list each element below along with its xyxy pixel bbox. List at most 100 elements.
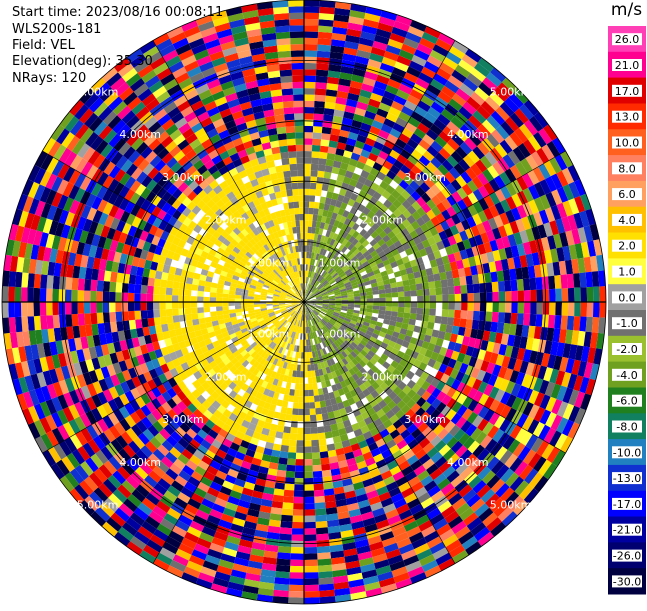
range-gate bbox=[562, 302, 569, 316]
range-gate bbox=[286, 408, 293, 415]
range-gate bbox=[197, 307, 204, 313]
range-gate bbox=[275, 571, 290, 578]
range-gate bbox=[210, 297, 216, 302]
range-gate bbox=[467, 302, 474, 311]
range-gate bbox=[289, 591, 305, 598]
range-gate bbox=[322, 127, 332, 134]
range-gate bbox=[304, 491, 314, 498]
range-gate bbox=[292, 183, 299, 190]
range-gate bbox=[304, 214, 309, 220]
range-gate bbox=[304, 113, 314, 120]
range-gate bbox=[299, 208, 304, 214]
range-gate bbox=[319, 152, 328, 159]
range-gate bbox=[410, 308, 417, 314]
range-gate bbox=[290, 164, 298, 171]
range-gate bbox=[318, 571, 333, 578]
range-gate bbox=[299, 214, 304, 220]
range-gate bbox=[109, 292, 116, 302]
range-gate bbox=[430, 302, 436, 309]
range-gate bbox=[567, 316, 574, 331]
range-gate bbox=[283, 426, 291, 433]
range-gate bbox=[293, 94, 304, 101]
range-gate bbox=[210, 311, 217, 317]
range-gate bbox=[304, 409, 310, 416]
range-gate bbox=[275, 431, 283, 439]
range-gate bbox=[592, 317, 600, 333]
range-gate bbox=[304, 201, 309, 208]
range-gate bbox=[197, 296, 204, 302]
range-gate bbox=[417, 308, 424, 315]
range-gate bbox=[323, 482, 333, 490]
range-gate bbox=[309, 390, 314, 397]
range-gate bbox=[310, 415, 317, 422]
range-gate bbox=[291, 50, 304, 57]
range-gate bbox=[280, 152, 289, 159]
range-gate bbox=[314, 202, 320, 209]
range-gate bbox=[416, 314, 423, 321]
range-gate bbox=[284, 484, 294, 491]
range-gate bbox=[548, 315, 555, 329]
range-gate bbox=[84, 279, 91, 291]
range-gate bbox=[115, 302, 122, 312]
range-gate bbox=[379, 302, 385, 306]
range-gate bbox=[304, 57, 317, 64]
range-gate bbox=[324, 172, 332, 179]
range-gate bbox=[317, 51, 331, 58]
range-gate bbox=[160, 317, 167, 325]
range-gate bbox=[410, 313, 417, 320]
range-gate bbox=[311, 170, 318, 177]
range-gate bbox=[289, 389, 295, 396]
range-gate bbox=[90, 302, 97, 313]
range-gate bbox=[473, 311, 480, 321]
range-gate bbox=[304, 6, 320, 13]
range-gate bbox=[147, 294, 154, 302]
range-gate bbox=[135, 319, 142, 329]
range-gate bbox=[274, 13, 290, 20]
range-gate bbox=[28, 316, 35, 331]
range-gate bbox=[304, 440, 312, 447]
range-gate bbox=[293, 88, 304, 95]
range-gate bbox=[8, 287, 15, 303]
range-gate bbox=[290, 170, 297, 177]
range-gate bbox=[153, 302, 160, 310]
range-gate bbox=[314, 107, 325, 114]
range-gate bbox=[319, 19, 334, 26]
range-gate bbox=[276, 565, 291, 572]
range-gate bbox=[461, 302, 468, 311]
range-gate bbox=[498, 312, 505, 323]
range-gate bbox=[294, 497, 305, 504]
range-gate bbox=[295, 383, 300, 390]
range-gate bbox=[34, 316, 41, 331]
range-gate bbox=[304, 170, 311, 176]
range-gate bbox=[279, 451, 288, 458]
range-gate bbox=[284, 114, 294, 121]
range-gate bbox=[166, 295, 173, 302]
range-gate bbox=[304, 107, 314, 114]
range-gate bbox=[292, 522, 304, 529]
range-gate bbox=[313, 132, 322, 139]
range-gate bbox=[288, 597, 304, 604]
range-gate bbox=[307, 365, 311, 372]
range-gate bbox=[141, 276, 148, 285]
range-gate bbox=[297, 164, 304, 171]
range-gate bbox=[391, 311, 398, 317]
range-gate bbox=[277, 133, 287, 140]
range-gate bbox=[116, 282, 123, 292]
range-gate bbox=[222, 302, 228, 306]
range-gate bbox=[289, 158, 297, 165]
range-gate bbox=[284, 490, 295, 497]
range-gate bbox=[313, 471, 323, 478]
range-gate bbox=[289, 585, 304, 592]
range-gate bbox=[460, 310, 467, 319]
range-gate bbox=[289, 579, 304, 586]
range-gate bbox=[15, 287, 22, 302]
range-gate bbox=[311, 433, 319, 440]
range-gate bbox=[291, 44, 305, 51]
range-gate bbox=[298, 189, 304, 195]
range-gate bbox=[372, 309, 379, 314]
range-gate bbox=[211, 282, 218, 288]
range-gate bbox=[304, 164, 311, 171]
range-gate bbox=[21, 287, 28, 302]
range-gate bbox=[304, 384, 309, 390]
range-gate bbox=[283, 203, 289, 210]
